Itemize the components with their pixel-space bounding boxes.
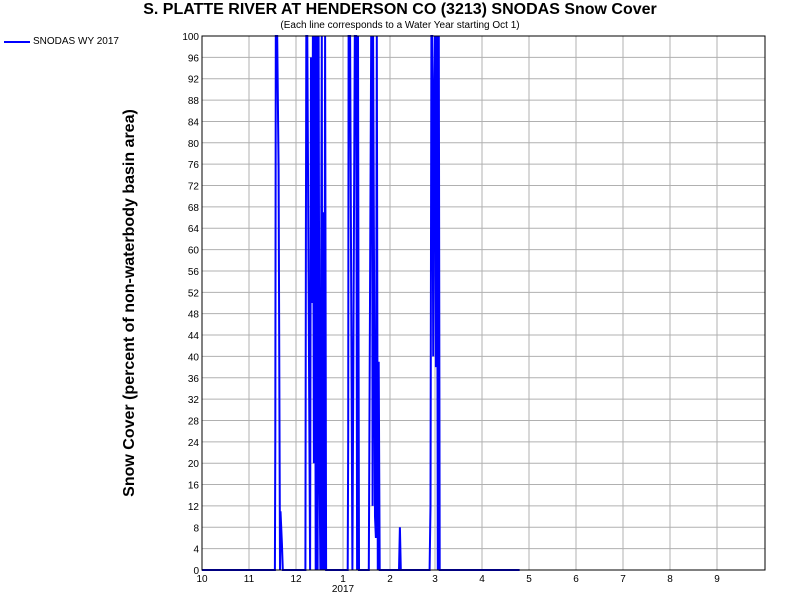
x-tick-label: 9 xyxy=(714,574,720,585)
y-tick-label: 24 xyxy=(188,438,200,449)
y-tick-label: 88 xyxy=(188,96,200,107)
y-tick-label: 72 xyxy=(188,182,200,193)
chart-series xyxy=(202,35,520,571)
x-tick-label: 5 xyxy=(526,574,532,585)
y-tick-label: 64 xyxy=(188,224,200,235)
y-tick-label: 100 xyxy=(182,32,199,43)
plot-area-frame xyxy=(201,35,766,571)
y-tick-label: 84 xyxy=(188,117,200,128)
x-tick-label: 4 xyxy=(479,574,485,585)
y-tick-label: 56 xyxy=(188,267,200,278)
x-tick-label: 8 xyxy=(667,574,673,585)
y-tick-label: 92 xyxy=(188,75,200,86)
x-axis-year-label: 2017 xyxy=(332,584,355,595)
legend-swatch xyxy=(4,40,30,43)
y-tick-label: 80 xyxy=(188,139,200,150)
chart-grid xyxy=(201,35,765,571)
x-tick-label: 6 xyxy=(573,574,579,585)
y-tick-label: 28 xyxy=(188,416,200,427)
y-tick-label: 68 xyxy=(188,203,200,214)
series-line xyxy=(202,35,520,571)
y-tick-label: 52 xyxy=(188,288,200,299)
x-tick-label: 3 xyxy=(432,574,438,585)
x-tick-label: 1 xyxy=(340,574,346,585)
chart-legend: SNODAS WY 2017 xyxy=(4,36,119,47)
y-tick-label: 16 xyxy=(188,481,200,492)
y-tick-label: 0 xyxy=(193,566,199,577)
x-tick-label: 11 xyxy=(244,574,255,585)
y-tick-label: 40 xyxy=(188,352,200,363)
y-tick-label: 48 xyxy=(188,310,200,321)
x-tick-label: 10 xyxy=(196,574,208,585)
y-tick-label: 44 xyxy=(188,331,200,342)
chart-subtitle: (Each line corresponds to a Water Year s… xyxy=(280,20,520,31)
y-tick-label: 36 xyxy=(188,374,200,385)
y-tick-label: 76 xyxy=(188,160,200,171)
y-tick-label: 12 xyxy=(188,502,200,513)
y-tick-label: 8 xyxy=(193,523,199,534)
y-tick-label: 20 xyxy=(188,459,200,470)
x-tick-label: 7 xyxy=(620,574,626,585)
y-tick-label: 32 xyxy=(188,395,200,406)
chart-title: S. PLATTE RIVER AT HENDERSON CO (3213) S… xyxy=(143,1,657,18)
x-tick-label: 2 xyxy=(387,574,393,585)
legend-label: SNODAS WY 2017 xyxy=(33,36,119,47)
y-tick-label: 96 xyxy=(188,53,200,64)
y-axis-ticks: 0481216202428323640444852566064687276808… xyxy=(182,32,199,577)
x-tick-label: 12 xyxy=(290,574,302,585)
x-axis-ticks: 10 11 12 1 2 3 4 5 6 7 8 9 xyxy=(196,574,720,585)
y-tick-label: 4 xyxy=(193,545,199,556)
y-tick-label: 60 xyxy=(188,246,200,257)
